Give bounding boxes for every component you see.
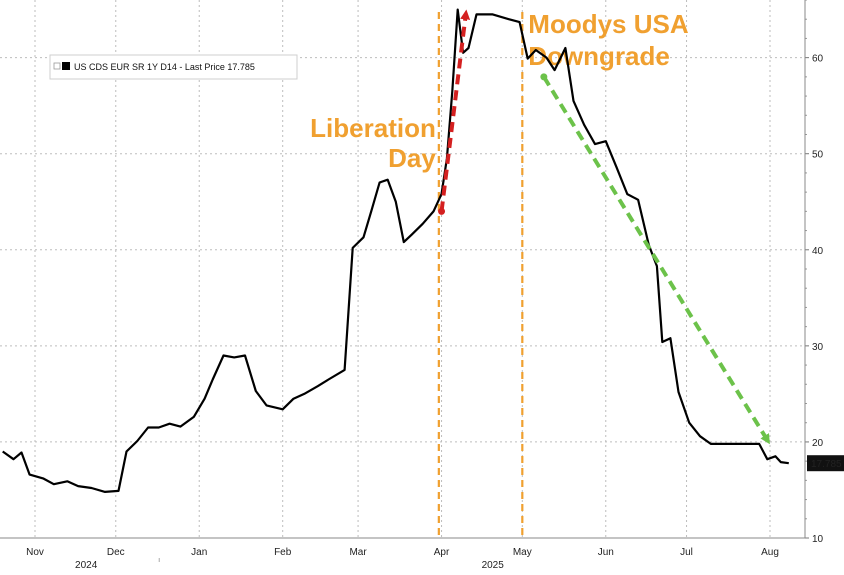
trend-arrow-start-dot bbox=[540, 73, 548, 81]
legend-box bbox=[49, 54, 298, 80]
y-tick-label: 50 bbox=[812, 150, 824, 161]
legend: US CDS EUR SR 1Y D14 - Last Price 17.785 bbox=[49, 54, 298, 80]
trend-arrow bbox=[542, 75, 770, 445]
event-label: Downgrade bbox=[528, 41, 670, 71]
x-tick-label: Jul bbox=[680, 547, 693, 558]
x-tick-label: Jun bbox=[598, 547, 614, 558]
y-tick-label: 60 bbox=[812, 54, 824, 65]
legend-toggle-icon bbox=[53, 62, 61, 70]
year-label: 2025 bbox=[482, 560, 505, 570]
y-tick-label: 30 bbox=[812, 342, 824, 353]
x-tick-label: Apr bbox=[434, 547, 450, 558]
x-tick-label: Nov bbox=[26, 547, 44, 558]
event-label: Day bbox=[388, 143, 436, 173]
year-label: 2024 bbox=[75, 560, 98, 570]
last-value-label: 17.785 bbox=[811, 459, 842, 470]
x-tick-label: May bbox=[513, 547, 532, 558]
event-label: Moodys USA bbox=[528, 9, 689, 39]
legend-text: US CDS EUR SR 1Y D14 - Last Price 17.785 bbox=[74, 62, 255, 72]
x-tick-label: Jan bbox=[191, 547, 207, 558]
y-tick-label: 40 bbox=[812, 246, 824, 257]
event-label: Liberation bbox=[310, 113, 436, 143]
last-value-badge bbox=[807, 455, 844, 472]
trend-arrow bbox=[439, 9, 471, 212]
x-tick-label: Dec bbox=[107, 547, 125, 558]
y-tick-label: 20 bbox=[812, 438, 824, 449]
trend-arrow-start-dot bbox=[438, 207, 446, 215]
y-tick-label: 10 bbox=[812, 534, 824, 545]
x-tick-label: Aug bbox=[761, 547, 779, 558]
x-tick-label: Mar bbox=[349, 547, 367, 558]
legend-swatch bbox=[62, 62, 70, 70]
series-line bbox=[2, 8, 789, 493]
x-tick-label: Feb bbox=[274, 547, 292, 558]
